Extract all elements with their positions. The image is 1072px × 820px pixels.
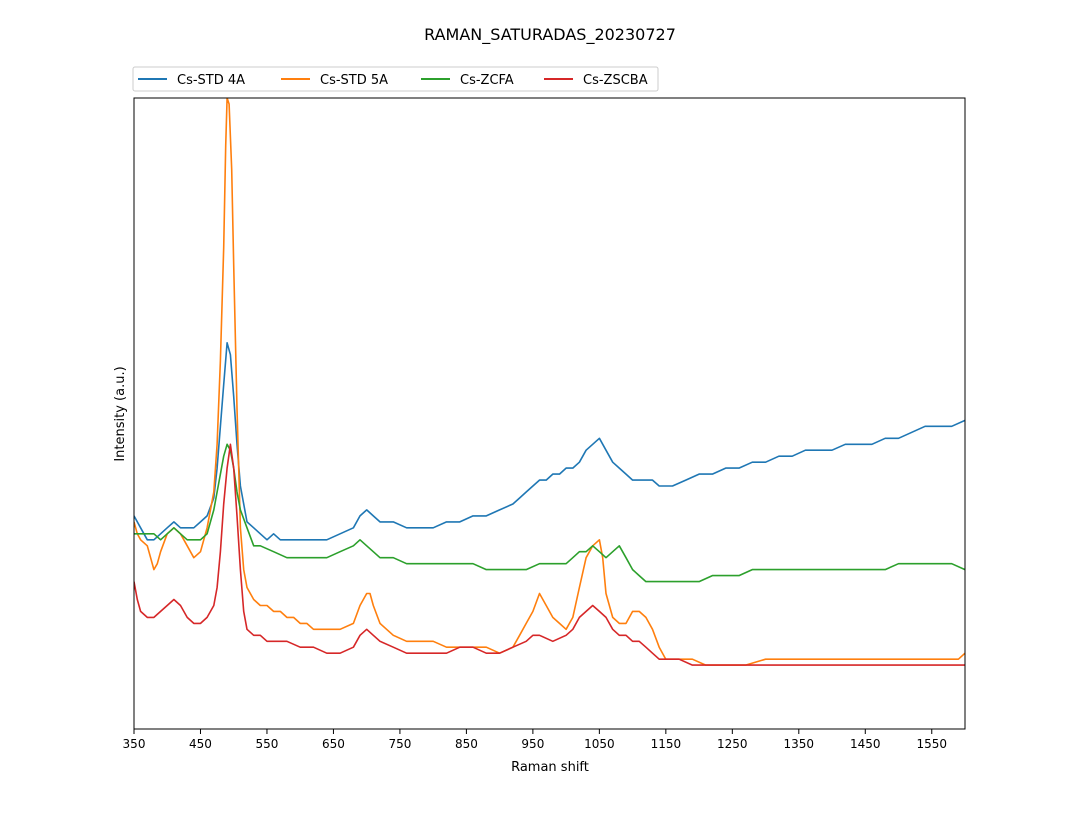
x-tick-label: 850 [455,737,478,751]
x-tick-label: 350 [123,737,146,751]
legend-label-2: Cs-STD 5A [320,73,388,88]
plot-frame [133,97,966,730]
x-tick-label: 1550 [916,737,947,751]
x-tick-label: 750 [388,737,411,751]
x-tick-label: 550 [256,737,279,751]
x-tick-label: 450 [189,737,212,751]
x-tick-label: 1450 [850,737,881,751]
plot-area [133,97,966,730]
chart-title: RAMAN_SATURADAS_20230727 [424,25,676,45]
legend: Cs-STD 4A Cs-STD 5A Cs-ZCFA Cs-ZSCBA [132,66,659,92]
legend-label-3: Cs-ZCFA [460,73,514,88]
legend-box [132,66,659,92]
x-tick-label: 1050 [584,737,615,751]
series-line-2 [134,98,965,666]
x-tick-label: 1250 [717,737,748,751]
x-axis: 350 450 550 650 750 850 950 1050 1150 1250 1350 145… [123,729,947,751]
series-line-3 [134,443,965,583]
x-tick-label: 950 [521,737,544,751]
x-tick-label: 1150 [651,737,682,751]
series-line-4 [134,443,965,666]
legend-label-1: Cs-STD 4A [177,73,245,88]
y-axis-label: Intensity (a.u.) [113,366,128,461]
series-line-1 [134,342,965,541]
x-tick-label: 1350 [784,737,815,751]
legend-label-4: Cs-ZSCBA [583,73,648,88]
x-tick-label: 650 [322,737,345,751]
x-axis-label: Raman shift [511,760,589,775]
